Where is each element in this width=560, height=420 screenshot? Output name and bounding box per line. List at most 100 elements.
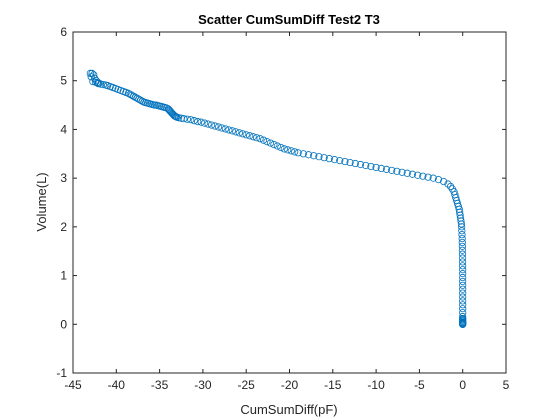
data-point: [183, 115, 191, 123]
data-markers: [86, 69, 467, 328]
data-point: [221, 125, 230, 133]
data-point: [408, 170, 417, 178]
data-point: [424, 173, 432, 181]
data-point: [287, 147, 295, 155]
data-point: [414, 171, 422, 179]
data-point: [175, 114, 183, 122]
data-point: [304, 151, 313, 159]
data-point: [194, 118, 202, 126]
data-point: [456, 211, 464, 219]
data-point: [459, 285, 467, 293]
y-tick-label: 2: [60, 220, 67, 234]
data-point: [457, 217, 465, 225]
data-point: [280, 145, 288, 153]
x-tick-label: -35: [151, 378, 169, 392]
data-point: [458, 246, 467, 254]
data-point: [446, 182, 455, 191]
data-point: [459, 301, 467, 309]
data-point: [86, 69, 94, 78]
x-tick-label: -30: [194, 378, 212, 392]
data-point: [362, 161, 370, 170]
y-tick-label: 5: [60, 74, 67, 88]
data-point: [377, 164, 385, 172]
x-tick-label: -10: [367, 378, 385, 392]
data-point: [459, 258, 467, 266]
data-point: [456, 208, 464, 216]
x-tick-label: -5: [414, 378, 425, 392]
data-point: [458, 223, 466, 231]
data-point: [459, 293, 467, 301]
data-point: [197, 118, 205, 126]
data-point: [320, 154, 328, 162]
data-point: [330, 156, 339, 164]
chart-title: Scatter CumSumDiff Test2 T3: [198, 12, 380, 27]
data-point: [459, 318, 467, 326]
data-point: [201, 119, 209, 127]
data-point: [444, 180, 452, 188]
data-point: [456, 214, 465, 222]
x-axis-label: CumSumDiff(pF): [240, 402, 337, 417]
data-point: [459, 266, 467, 274]
data-point: [434, 176, 443, 184]
data-point: [87, 73, 95, 81]
data-point: [459, 297, 467, 305]
data-point: [459, 314, 467, 323]
y-tick-label: 3: [60, 171, 67, 185]
data-point: [458, 242, 466, 250]
x-tick-label: -25: [238, 378, 256, 392]
data-point: [341, 157, 349, 166]
data-point: [459, 308, 467, 317]
data-point: [310, 152, 318, 160]
data-point: [228, 127, 236, 135]
data-point: [273, 142, 281, 150]
data-point: [207, 121, 216, 129]
data-point: [458, 254, 467, 262]
data-point: [458, 238, 466, 247]
y-tick-label: 0: [60, 317, 67, 331]
data-point: [294, 149, 302, 157]
data-point: [336, 157, 344, 165]
data-point: [299, 150, 307, 158]
data-point: [459, 277, 467, 286]
data-point: [235, 129, 243, 137]
data-point: [455, 205, 463, 213]
data-point: [232, 128, 240, 136]
x-tick-label: -20: [281, 378, 299, 392]
data-point: [458, 234, 466, 243]
data-point: [266, 139, 275, 147]
x-tick-label: 5: [503, 378, 510, 392]
data-point: [458, 250, 467, 258]
data-point: [382, 165, 391, 173]
data-point: [346, 158, 354, 167]
data-point: [211, 122, 219, 130]
data-point: [356, 160, 365, 169]
data-point: [393, 167, 401, 175]
data-point: [239, 130, 247, 138]
data-point: [372, 163, 380, 172]
data-point: [457, 220, 465, 228]
plot-background: [73, 32, 506, 373]
data-point: [249, 133, 257, 141]
data-point: [99, 81, 107, 89]
data-point: [458, 231, 466, 239]
data-point: [315, 153, 323, 161]
data-point: [150, 101, 158, 109]
x-tick-label: -15: [324, 378, 342, 392]
data-point: [225, 126, 233, 134]
y-tick-label: 1: [60, 269, 67, 283]
data-point: [214, 123, 223, 131]
data-point: [97, 80, 105, 88]
data-point: [325, 155, 333, 163]
x-tick-label: -40: [108, 378, 126, 392]
data-point: [180, 115, 188, 123]
data-point: [459, 262, 467, 270]
data-point: [429, 174, 437, 182]
data-point: [204, 120, 212, 128]
data-point: [291, 148, 299, 156]
x-tick-label: 0: [459, 378, 466, 392]
data-point: [440, 177, 448, 186]
data-point: [458, 227, 466, 235]
data-point: [270, 140, 278, 149]
